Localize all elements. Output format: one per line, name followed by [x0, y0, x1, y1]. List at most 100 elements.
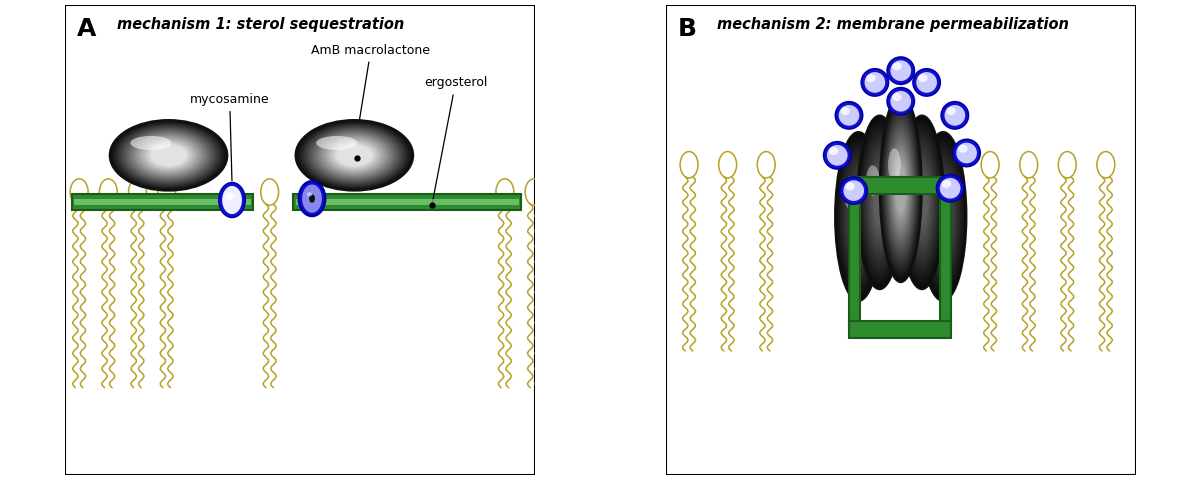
- Ellipse shape: [307, 192, 312, 196]
- Ellipse shape: [309, 194, 315, 203]
- Ellipse shape: [872, 173, 888, 232]
- Ellipse shape: [307, 128, 401, 183]
- Ellipse shape: [843, 160, 874, 273]
- Ellipse shape: [330, 141, 378, 170]
- Text: ergosterol: ergosterol: [424, 76, 488, 202]
- Ellipse shape: [925, 150, 962, 283]
- Ellipse shape: [952, 139, 980, 167]
- Ellipse shape: [927, 160, 958, 273]
- Ellipse shape: [836, 102, 862, 129]
- Ellipse shape: [889, 134, 913, 243]
- Ellipse shape: [882, 103, 920, 274]
- Ellipse shape: [325, 138, 383, 172]
- Ellipse shape: [836, 137, 880, 296]
- Ellipse shape: [843, 162, 873, 271]
- Ellipse shape: [936, 188, 951, 245]
- Ellipse shape: [925, 152, 961, 281]
- Ellipse shape: [891, 145, 910, 231]
- Ellipse shape: [301, 123, 407, 187]
- Ellipse shape: [866, 74, 876, 82]
- Ellipse shape: [133, 134, 204, 177]
- Bar: [849, 186, 860, 329]
- Ellipse shape: [303, 184, 322, 213]
- Ellipse shape: [843, 180, 864, 201]
- Ellipse shape: [928, 162, 958, 271]
- Ellipse shape: [858, 118, 902, 287]
- Ellipse shape: [902, 126, 942, 279]
- Ellipse shape: [114, 122, 223, 188]
- Bar: [940, 186, 951, 329]
- Ellipse shape: [909, 152, 936, 253]
- Ellipse shape: [871, 168, 889, 237]
- Ellipse shape: [874, 180, 885, 224]
- Ellipse shape: [924, 147, 962, 286]
- Ellipse shape: [937, 193, 950, 240]
- Ellipse shape: [311, 129, 398, 181]
- Ellipse shape: [908, 149, 936, 255]
- Ellipse shape: [885, 120, 916, 257]
- Ellipse shape: [141, 138, 197, 172]
- Ellipse shape: [323, 136, 386, 174]
- Ellipse shape: [946, 107, 956, 115]
- Ellipse shape: [936, 190, 950, 243]
- Ellipse shape: [144, 141, 193, 170]
- Ellipse shape: [844, 180, 859, 210]
- Ellipse shape: [865, 144, 895, 261]
- Ellipse shape: [861, 131, 898, 274]
- Ellipse shape: [848, 178, 870, 255]
- Ellipse shape: [916, 180, 927, 224]
- Ellipse shape: [904, 133, 939, 271]
- Ellipse shape: [136, 136, 202, 175]
- Ellipse shape: [129, 132, 208, 179]
- Ellipse shape: [956, 143, 976, 163]
- Ellipse shape: [884, 111, 918, 265]
- Ellipse shape: [126, 130, 211, 181]
- Ellipse shape: [873, 178, 886, 227]
- Ellipse shape: [313, 131, 395, 180]
- Ellipse shape: [123, 128, 215, 183]
- Ellipse shape: [849, 182, 868, 251]
- Ellipse shape: [115, 123, 222, 187]
- Ellipse shape: [839, 150, 877, 283]
- Ellipse shape: [909, 155, 934, 250]
- Ellipse shape: [319, 134, 390, 177]
- Ellipse shape: [927, 157, 960, 276]
- Ellipse shape: [299, 181, 325, 216]
- Ellipse shape: [944, 105, 966, 126]
- Ellipse shape: [838, 142, 879, 291]
- Ellipse shape: [870, 165, 889, 240]
- Ellipse shape: [119, 126, 217, 185]
- Ellipse shape: [844, 165, 873, 268]
- Ellipse shape: [910, 160, 933, 245]
- Ellipse shape: [116, 124, 221, 187]
- Ellipse shape: [921, 137, 966, 296]
- Ellipse shape: [902, 123, 943, 282]
- Ellipse shape: [920, 134, 966, 299]
- Ellipse shape: [841, 107, 850, 115]
- Ellipse shape: [880, 97, 921, 279]
- Ellipse shape: [958, 145, 968, 153]
- Ellipse shape: [889, 136, 913, 240]
- Ellipse shape: [841, 152, 877, 281]
- Ellipse shape: [125, 129, 213, 181]
- Ellipse shape: [892, 62, 902, 71]
- Ellipse shape: [317, 133, 392, 178]
- Bar: [295, 200, 519, 205]
- Ellipse shape: [295, 120, 413, 191]
- Ellipse shape: [933, 180, 954, 253]
- Ellipse shape: [922, 142, 963, 291]
- Ellipse shape: [895, 159, 907, 217]
- Ellipse shape: [892, 93, 902, 101]
- Ellipse shape: [928, 165, 957, 268]
- Ellipse shape: [864, 139, 896, 266]
- Ellipse shape: [924, 144, 963, 288]
- Ellipse shape: [147, 142, 190, 168]
- Ellipse shape: [916, 72, 937, 93]
- Ellipse shape: [931, 172, 955, 261]
- Ellipse shape: [886, 122, 915, 254]
- Ellipse shape: [842, 157, 874, 276]
- Ellipse shape: [867, 155, 892, 250]
- Ellipse shape: [913, 168, 931, 237]
- Ellipse shape: [942, 180, 951, 188]
- Ellipse shape: [298, 122, 411, 189]
